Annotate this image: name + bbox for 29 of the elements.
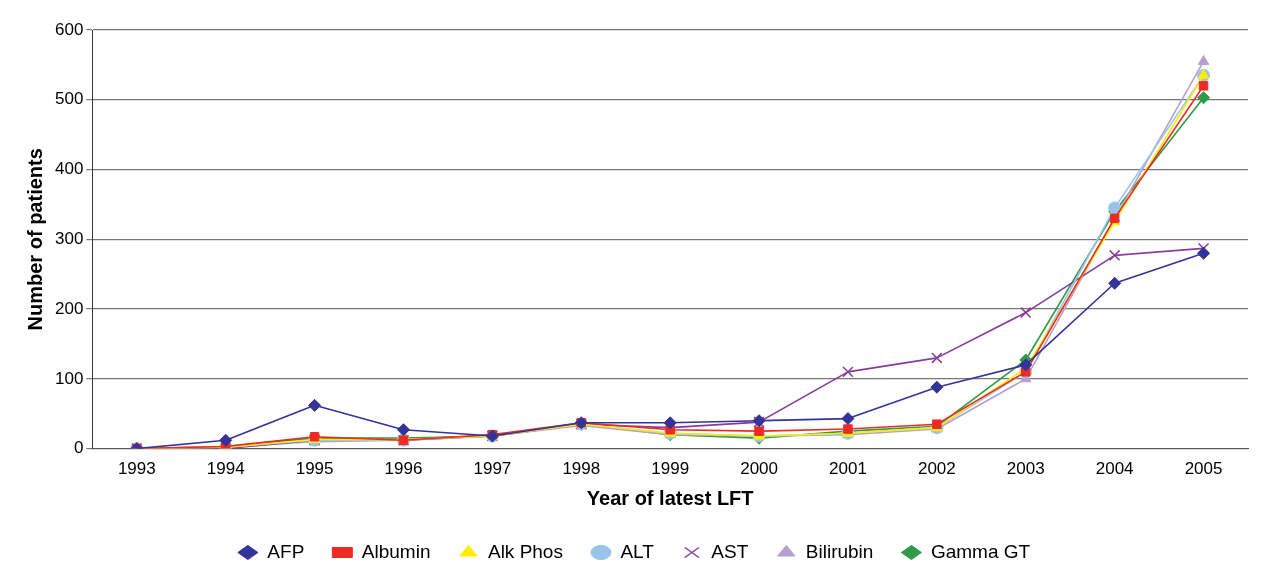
x-tick-label: 2004 (1095, 459, 1134, 479)
x-tick-label: 2003 (1006, 459, 1045, 479)
legend-label: ALT (620, 540, 655, 562)
legend-label: Albumin (361, 540, 431, 562)
legend-label: AST (711, 540, 749, 562)
x-tick-label: 1998 (562, 459, 601, 479)
x-tick-label: 2000 (740, 459, 778, 479)
x-tick-label: 1995 (295, 459, 334, 479)
x-tick-label: 1993 (117, 459, 156, 479)
x-tick-label: 1994 (206, 459, 245, 479)
x-tick-label: 1996 (384, 459, 423, 479)
x-tick-label: 2002 (917, 459, 956, 479)
x-axis-title: Year of latest LFT (586, 486, 754, 509)
y-tick-label: 400 (54, 159, 84, 179)
y-tick-label: 100 (54, 368, 84, 388)
y-tick-label: 600 (54, 19, 84, 39)
x-tick-label: 1997 (473, 459, 512, 479)
legend-label: Gamma GT (930, 540, 1031, 562)
y-tick-label: 300 (54, 228, 84, 248)
x-tick-label: 2001 (829, 459, 867, 479)
y-axis-title: Number of patients (23, 148, 46, 331)
y-tick-label: 200 (54, 298, 84, 318)
y-tick-label: 500 (54, 89, 84, 109)
legend-label: AFP (267, 540, 305, 562)
x-tick-label: 1999 (651, 459, 690, 479)
x-tick-label: 2005 (1184, 459, 1223, 479)
legend-label: Alk Phos (487, 540, 563, 562)
y-tick-label: 0 (73, 438, 84, 458)
legend-label: Bilirubin (805, 540, 874, 562)
